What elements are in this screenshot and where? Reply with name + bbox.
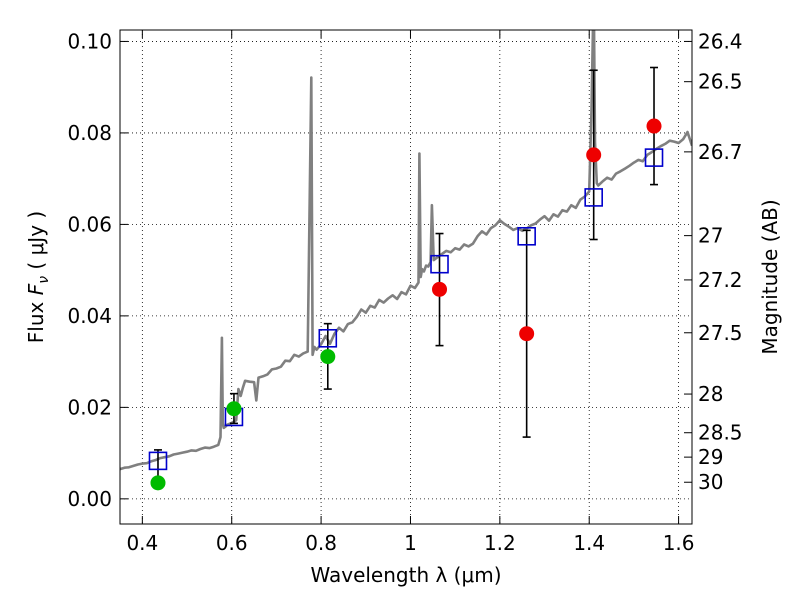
magnitude-tick-label: 26.4 [698, 29, 743, 53]
green-point [150, 475, 166, 491]
model-square [584, 188, 603, 207]
y-tick-label: 0.10 [67, 29, 112, 53]
y-axis-label-right: Magnitude (AB) [758, 199, 782, 354]
x-tick-label: 0.4 [126, 531, 158, 555]
x-tick-label: 0.8 [305, 531, 337, 555]
x-tick-label: 0.6 [216, 531, 248, 555]
magnitude-tick-label: 28.5 [698, 421, 743, 445]
magnitude-tick-label: 30 [698, 470, 723, 494]
magnitude-tick-label: 27 [698, 224, 723, 248]
y-tick-label: 0.08 [67, 121, 112, 145]
spectrum-line [120, 30, 692, 471]
x-tick-label: 1.2 [484, 531, 516, 555]
red-point [586, 147, 602, 163]
y-label-prefix: Flux [24, 295, 48, 343]
green-point [226, 401, 242, 417]
y-tick-label: 0.02 [67, 395, 112, 419]
x-tick-label: 1.6 [663, 531, 695, 555]
model-square [517, 226, 536, 246]
axis-tick-labels: 0.4 0.6 0.8 1 1.2 1.4 1.6 0.00 0.02 0.04 0.06 0.08 0… [67, 29, 742, 555]
y-label-symbol: F [24, 283, 48, 295]
magnitude-tick-label: 29 [698, 445, 723, 469]
plot-frame [119, 29, 693, 525]
magnitude-tick-label: 26.7 [698, 140, 743, 164]
observed-points [150, 118, 662, 491]
magnitude-tick-label: 28 [698, 382, 723, 406]
y-label-subscript: ν [36, 276, 52, 284]
magnitude-tick-label: 27.2 [698, 268, 743, 292]
x-tick-label: 1.4 [573, 531, 605, 555]
y-tick-label: 0.00 [67, 487, 112, 511]
y-tick-label: 0.04 [67, 304, 112, 328]
red-point [646, 118, 662, 134]
y-tick-label: 0.06 [67, 212, 112, 236]
x-tick-label: 1 [404, 531, 417, 555]
spectrum-layer [120, 30, 692, 471]
green-point [320, 349, 336, 365]
model-square [148, 451, 168, 471]
axis-ticks [120, 30, 692, 524]
y-label-units: ( μJy ) [24, 211, 48, 276]
y-axis-label-left: Flux Fν ( μJy ) [24, 211, 52, 343]
model-square [644, 148, 664, 167]
red-point [432, 281, 448, 297]
red-point [519, 326, 535, 342]
model-square [318, 328, 338, 348]
model-square [430, 254, 449, 274]
magnitude-tick-label: 27.5 [698, 321, 743, 345]
grid-lines [120, 30, 692, 524]
magnitude-tick-label: 26.5 [698, 70, 743, 94]
x-axis-label: Wavelength λ (μm) [310, 563, 501, 587]
